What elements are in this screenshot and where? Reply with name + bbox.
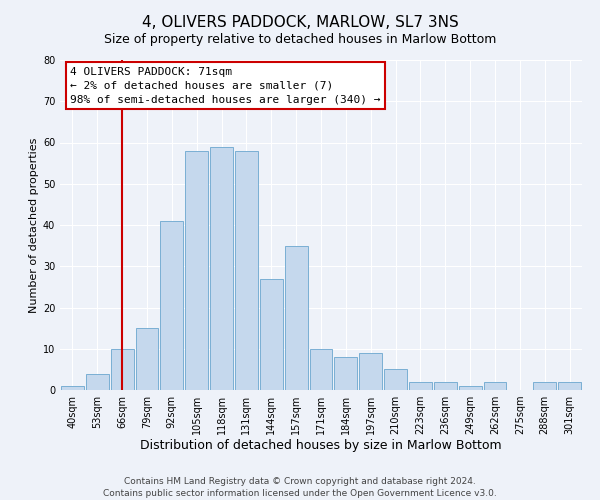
Text: Contains HM Land Registry data © Crown copyright and database right 2024.
Contai: Contains HM Land Registry data © Crown c…	[103, 476, 497, 498]
Bar	[136, 328, 158, 390]
Bar	[235, 151, 258, 390]
Bar	[285, 246, 308, 390]
Bar	[111, 349, 134, 390]
Text: 4 OLIVERS PADDOCK: 71sqm
← 2% of detached houses are smaller (7)
98% of semi-det: 4 OLIVERS PADDOCK: 71sqm ← 2% of detache…	[70, 66, 381, 104]
Bar	[484, 382, 506, 390]
Bar	[434, 382, 457, 390]
Bar	[359, 353, 382, 390]
Bar	[310, 349, 332, 390]
Text: 4, OLIVERS PADDOCK, MARLOW, SL7 3NS: 4, OLIVERS PADDOCK, MARLOW, SL7 3NS	[142, 15, 458, 30]
Y-axis label: Number of detached properties: Number of detached properties	[29, 138, 38, 312]
Bar	[409, 382, 432, 390]
Bar	[210, 146, 233, 390]
Text: Size of property relative to detached houses in Marlow Bottom: Size of property relative to detached ho…	[104, 32, 496, 46]
Bar	[86, 374, 109, 390]
Bar	[533, 382, 556, 390]
Bar	[384, 370, 407, 390]
Bar	[334, 357, 357, 390]
Bar	[558, 382, 581, 390]
Bar	[61, 386, 84, 390]
Bar	[459, 386, 482, 390]
Bar	[160, 221, 183, 390]
Bar	[185, 151, 208, 390]
X-axis label: Distribution of detached houses by size in Marlow Bottom: Distribution of detached houses by size …	[140, 438, 502, 452]
Bar	[260, 278, 283, 390]
